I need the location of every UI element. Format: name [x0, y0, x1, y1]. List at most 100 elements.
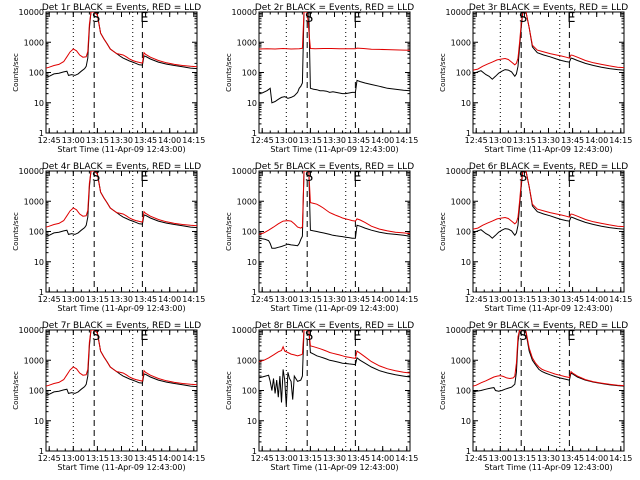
series-lld-line — [46, 12, 197, 69]
marker-e-label: E — [567, 170, 575, 185]
y-tick-label: 100 — [242, 69, 257, 78]
x-tick-label: 13:30 — [323, 295, 346, 304]
y-tick-label: 1 — [252, 447, 257, 456]
chart-panel-2: Det 2r BLACK = Events, RED = LLD 1 10 100 10… — [225, 3, 418, 154]
x-tick-label: 14:15 — [395, 454, 418, 463]
plot-frame — [472, 11, 625, 134]
chart-panel-3: Det 3r BLACK = Events, RED = LLD 1 10 100 10… — [439, 3, 632, 154]
x-tick-label: 14:00 — [158, 136, 181, 145]
chart-title: Det 1r BLACK = Events, RED = LLD — [42, 3, 201, 13]
x-tick-label: 13:30 — [110, 295, 133, 304]
x-tick-label: 13:30 — [323, 136, 346, 145]
y-tick-label: 1 — [466, 447, 471, 456]
marker-e-label: E — [140, 170, 148, 185]
y-tick-label: 10000 — [232, 8, 257, 17]
y-tick-label: 1 — [466, 288, 471, 297]
x-tick-label: 12:45 — [251, 136, 274, 145]
series-events-line — [46, 171, 197, 237]
y-tick-label: 1 — [39, 288, 44, 297]
y-tick-label: 100 — [29, 69, 44, 78]
y-tick-label: 10 — [461, 258, 471, 267]
y-tick-label: 100 — [242, 228, 257, 237]
y-tick-label: 10 — [34, 258, 44, 267]
y-tick-label: 1 — [39, 129, 44, 138]
marker-s-label: S — [92, 11, 100, 26]
x-tick-label: 14:15 — [182, 295, 205, 304]
chart-title: Det 2r BLACK = Events, RED = LLD — [255, 3, 414, 13]
y-tick-label: 1 — [252, 129, 257, 138]
y-tick-label: 10 — [247, 99, 257, 108]
chart-panel-5: Det 5r BLACK = Events, RED = LLD 1 10 100 10… — [225, 162, 418, 313]
plot-frame — [45, 329, 198, 452]
y-tick-label: 100 — [29, 387, 44, 396]
x-tick-label: 13:15 — [86, 454, 109, 463]
x-tick-label: 14:00 — [158, 454, 181, 463]
marker-s-label: S — [305, 329, 313, 344]
x-tick-label: 12:45 — [251, 454, 274, 463]
x-tick-label: 14:00 — [371, 295, 394, 304]
y-axis-label: Counts/sec — [12, 371, 20, 410]
chart-title: Det 7r BLACK = Events, RED = LLD — [42, 321, 201, 331]
x-tick-label: 13:45 — [134, 136, 157, 145]
marker-s-label: S — [92, 170, 100, 185]
marker-e-label: E — [353, 11, 361, 26]
y-tick-label: 10 — [461, 99, 471, 108]
plot-frame — [45, 170, 198, 293]
y-tick-label: 1000 — [451, 38, 471, 47]
x-tick-label: 14:15 — [609, 136, 632, 145]
plot-frame — [258, 11, 411, 134]
x-tick-label: 13:30 — [537, 454, 560, 463]
y-tick-label: 1000 — [237, 197, 257, 206]
chart-panel-4: Det 4r BLACK = Events, RED = LLD 1 10 100 10… — [12, 162, 205, 313]
series-events-line — [259, 171, 410, 249]
x-tick-label: 14:15 — [609, 295, 632, 304]
x-tick-label: 13:45 — [347, 295, 370, 304]
y-tick-label: 10 — [461, 417, 471, 426]
chart-title: Det 6r BLACK = Events, RED = LLD — [469, 162, 628, 172]
x-tick-label: 14:00 — [371, 136, 394, 145]
series-lld-line — [46, 171, 197, 228]
y-tick-label: 10 — [34, 99, 44, 108]
y-tick-label: 10 — [34, 417, 44, 426]
chart-panel-1: Det 1r BLACK = Events, RED = LLD 1 10 100 10… — [12, 3, 205, 154]
marker-e-label: E — [140, 329, 148, 344]
x-tick-label: 14:00 — [585, 136, 608, 145]
x-tick-label: 12:45 — [38, 295, 61, 304]
y-tick-label: 10 — [247, 258, 257, 267]
plot-frame — [472, 170, 625, 293]
y-tick-label: 1000 — [24, 38, 44, 47]
series-events-line — [259, 12, 410, 104]
x-tick-label: 13:30 — [537, 295, 560, 304]
marker-s-label: S — [305, 11, 313, 26]
chart-panel-6: Det 6r BLACK = Events, RED = LLD 1 10 100 10… — [439, 162, 632, 313]
y-tick-label: 1 — [39, 447, 44, 456]
marker-e-label: E — [353, 329, 361, 344]
x-tick-label: 12:45 — [38, 454, 61, 463]
marker-e-label: E — [567, 11, 575, 26]
y-axis-label: Counts/sec — [12, 53, 20, 92]
x-axis-label: Start Time (11-Apr-09 12:43:00) — [484, 463, 612, 472]
y-tick-label: 10 — [247, 417, 257, 426]
x-tick-label: 14:15 — [395, 136, 418, 145]
x-tick-label: 13:45 — [134, 295, 157, 304]
series-lld-line — [259, 171, 410, 235]
x-axis-label: Start Time (11-Apr-09 12:43:00) — [484, 145, 612, 154]
series-lld-line — [473, 330, 624, 387]
plot-frame — [258, 170, 411, 293]
y-tick-label: 1000 — [451, 197, 471, 206]
y-axis-label: Counts/sec — [439, 371, 447, 410]
y-tick-label: 1 — [252, 288, 257, 297]
x-tick-label: 13:45 — [134, 454, 157, 463]
y-axis-label: Counts/sec — [439, 212, 447, 251]
x-tick-label: 12:45 — [251, 295, 274, 304]
marker-s-label: S — [519, 170, 527, 185]
x-tick-label: 13:00 — [489, 295, 512, 304]
x-tick-label: 14:15 — [609, 454, 632, 463]
y-tick-label: 100 — [456, 228, 471, 237]
y-tick-label: 1000 — [237, 38, 257, 47]
x-tick-label: 13:00 — [489, 454, 512, 463]
series-events-line — [473, 12, 624, 80]
y-tick-label: 100 — [456, 387, 471, 396]
series-lld-line — [473, 12, 624, 71]
